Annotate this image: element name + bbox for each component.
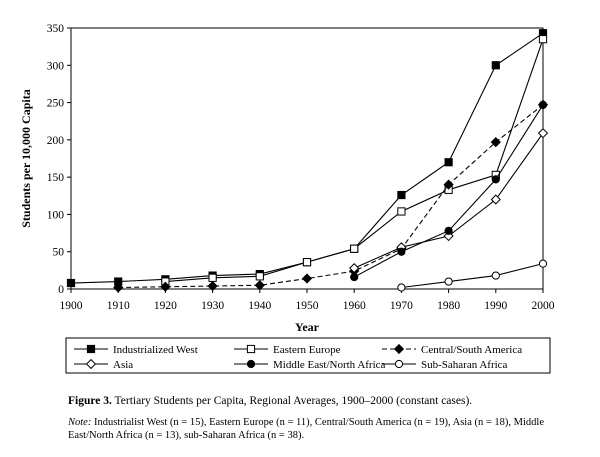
y-tick-label: 100 (47, 209, 65, 221)
legend-item: Eastern Europe (234, 344, 341, 356)
x-tick-label: 1950 (296, 300, 319, 312)
y-axis-title: Students per 10,000 Capita (19, 89, 33, 227)
data-point (490, 194, 501, 205)
data-point (490, 136, 501, 148)
x-tick-label: 1960 (343, 300, 366, 312)
data-point (397, 283, 406, 292)
caption-label: Figure 3. (68, 395, 112, 407)
note-label: Note: (68, 417, 92, 428)
data-point (350, 272, 359, 282)
legend-item: Asia (74, 358, 133, 371)
legend-label: Middle East/North Africa (273, 359, 386, 371)
x-tick-label: 1990 (484, 300, 507, 312)
data-point (538, 259, 548, 268)
legend-marker (393, 343, 405, 355)
x-tick-label: 1930 (201, 300, 224, 312)
data-point (491, 61, 500, 70)
series-central-south-america (113, 99, 549, 293)
x-tick-label: 1980 (437, 300, 460, 312)
data-point (538, 35, 548, 44)
legend-marker (86, 344, 96, 354)
y-tick-label: 250 (47, 98, 65, 110)
y-tick-label: 0 (58, 284, 64, 296)
y-tick-label: 200 (47, 135, 65, 147)
figure-note: Note: Industrialist West (n = 15), Easte… (68, 416, 588, 442)
data-point (302, 258, 312, 267)
y-tick-label: 350 (47, 23, 65, 35)
x-tick-label: 1920 (154, 300, 177, 312)
plot-frame (70, 27, 544, 290)
data-point (349, 263, 360, 274)
y-tick-label: 50 (53, 247, 65, 259)
legend-item: Sub-Saharan Africa (382, 359, 508, 371)
chart: 0 50 100 150 200 250 300 350 1900 1910 1920 1930 194… (19, 23, 555, 374)
data-point (538, 100, 548, 109)
x-tick-label: 1970 (390, 300, 413, 312)
data-point (444, 277, 453, 286)
series-sub-saharan-africa (397, 259, 548, 292)
data-point (537, 128, 549, 139)
caption-text: Tertiary Students per Capita, Regional A… (114, 395, 473, 407)
data-point (254, 280, 265, 291)
data-point (444, 226, 453, 235)
series-line (353, 132, 544, 269)
x-tick-label: 1900 (60, 300, 83, 312)
legend-label: Central/South America (421, 344, 522, 356)
legend-marker (246, 359, 256, 369)
x-tick-label: 2000 (532, 300, 555, 312)
data-point (491, 271, 500, 280)
data-point (160, 281, 171, 292)
legend-marker (85, 358, 97, 370)
legend-label: Eastern Europe (273, 344, 341, 356)
y-tick-label: 150 (47, 172, 65, 184)
x-axis-title: Year (295, 320, 320, 334)
series-industrialized-west (66, 29, 548, 288)
data-point (207, 280, 218, 292)
data-point (113, 282, 124, 293)
data-point (301, 273, 313, 284)
legend-box (65, 337, 551, 374)
y-tick-label: 300 (47, 60, 65, 72)
data-point (350, 244, 359, 253)
note-text: Industrialist West (n = 15), Eastern Eur… (68, 417, 545, 441)
data-point (444, 158, 453, 167)
data-point (397, 190, 406, 200)
series-line (401, 263, 544, 289)
data-point (491, 175, 500, 184)
data-point (208, 273, 217, 282)
figure-caption: Figure 3. Tertiary Students per Capita, … (68, 394, 588, 408)
series-line (118, 104, 544, 289)
data-point (66, 278, 76, 288)
legend-label: Asia (113, 359, 133, 371)
legend-item: Middle East/North Africa (234, 359, 386, 371)
series-asia (349, 128, 549, 274)
data-point (397, 207, 406, 216)
x-tick-label: 1910 (107, 300, 130, 312)
legend-marker (246, 344, 256, 354)
series-eastern-europe (161, 35, 548, 286)
legend-marker (394, 359, 404, 369)
series-middle-east-north-africa (350, 100, 548, 282)
data-point (397, 247, 406, 256)
series-line (70, 32, 544, 284)
legend-label: Sub-Saharan Africa (421, 359, 508, 371)
data-point (443, 179, 454, 190)
legend-item: Industrialized West (74, 344, 198, 356)
data-point (255, 272, 264, 281)
legend-label: Industrialized West (113, 344, 198, 356)
legend-item: Central/South America (382, 343, 522, 356)
x-tick-label: 1940 (248, 300, 271, 312)
